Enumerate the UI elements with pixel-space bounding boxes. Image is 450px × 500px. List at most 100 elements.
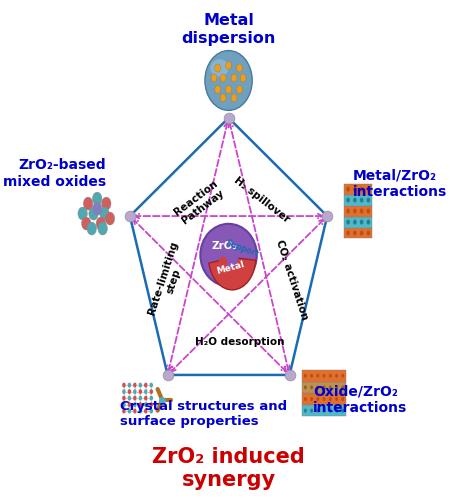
Text: Reaction
Pathway: Reaction Pathway [172, 178, 227, 227]
Circle shape [122, 389, 126, 394]
Circle shape [367, 220, 370, 224]
FancyBboxPatch shape [344, 206, 372, 216]
Circle shape [100, 207, 109, 220]
Circle shape [149, 402, 153, 407]
Circle shape [360, 230, 364, 235]
Circle shape [310, 397, 313, 401]
Circle shape [353, 186, 357, 192]
Circle shape [316, 374, 319, 378]
Text: H₂O desorption: H₂O desorption [195, 337, 284, 347]
Circle shape [342, 408, 344, 412]
Circle shape [346, 220, 350, 224]
Circle shape [138, 396, 142, 401]
Circle shape [81, 217, 91, 230]
Circle shape [122, 382, 126, 388]
Circle shape [360, 208, 364, 214]
Circle shape [316, 386, 319, 390]
Circle shape [138, 402, 142, 407]
Circle shape [122, 408, 126, 414]
Circle shape [237, 64, 243, 72]
Circle shape [102, 197, 111, 210]
Text: Metal/ZrO₂
interactions: Metal/ZrO₂ interactions [353, 168, 447, 198]
Circle shape [127, 408, 131, 414]
FancyBboxPatch shape [344, 228, 372, 238]
Circle shape [87, 222, 96, 235]
Circle shape [304, 374, 307, 378]
Point [158, 396, 166, 404]
Circle shape [335, 374, 338, 378]
Circle shape [323, 386, 325, 390]
Circle shape [127, 389, 131, 394]
FancyBboxPatch shape [344, 216, 372, 228]
Circle shape [149, 408, 153, 414]
Circle shape [138, 382, 142, 388]
Text: Rate-limiting
step: Rate-limiting step [146, 240, 191, 320]
Text: Support: Support [225, 239, 260, 259]
Circle shape [144, 408, 148, 414]
Point [286, 371, 293, 379]
Text: Metal: Metal [216, 260, 245, 276]
Circle shape [310, 408, 313, 412]
Circle shape [335, 408, 338, 412]
Circle shape [133, 396, 137, 401]
Circle shape [144, 402, 148, 407]
Circle shape [342, 386, 344, 390]
Circle shape [127, 382, 131, 388]
Circle shape [316, 408, 319, 412]
Circle shape [149, 382, 153, 388]
Text: H₂ spillover: H₂ spillover [232, 176, 291, 225]
Text: ZrO₂-based
mixed oxides: ZrO₂-based mixed oxides [3, 158, 106, 188]
Text: Crystal structures and
surface properties: Crystal structures and surface propertie… [120, 400, 288, 428]
Circle shape [92, 192, 102, 205]
Circle shape [220, 74, 226, 82]
Circle shape [367, 230, 370, 235]
Circle shape [353, 208, 357, 214]
Circle shape [346, 186, 350, 192]
Circle shape [231, 94, 237, 102]
Circle shape [215, 64, 220, 72]
Circle shape [231, 74, 237, 82]
Ellipse shape [210, 60, 229, 76]
Circle shape [323, 397, 325, 401]
Circle shape [122, 396, 126, 401]
Circle shape [144, 389, 148, 394]
Circle shape [240, 74, 246, 82]
Circle shape [211, 74, 217, 82]
Circle shape [316, 397, 319, 401]
Circle shape [360, 198, 364, 202]
Circle shape [225, 86, 231, 94]
Ellipse shape [205, 50, 252, 110]
Circle shape [127, 396, 131, 401]
FancyBboxPatch shape [302, 405, 346, 416]
Circle shape [78, 207, 87, 220]
Circle shape [215, 86, 220, 94]
Circle shape [304, 386, 307, 390]
FancyBboxPatch shape [302, 382, 346, 393]
Circle shape [138, 389, 142, 394]
Circle shape [220, 94, 226, 102]
Circle shape [96, 217, 106, 230]
Text: Metal
dispersion: Metal dispersion [181, 13, 276, 46]
Circle shape [127, 402, 131, 407]
FancyBboxPatch shape [302, 393, 346, 405]
Circle shape [218, 241, 239, 269]
Circle shape [367, 198, 370, 202]
Circle shape [367, 208, 370, 214]
Circle shape [353, 230, 357, 235]
FancyBboxPatch shape [344, 184, 372, 194]
Circle shape [219, 256, 227, 268]
Circle shape [98, 222, 108, 235]
Circle shape [329, 374, 332, 378]
Circle shape [335, 397, 338, 401]
Circle shape [225, 62, 231, 70]
Circle shape [133, 389, 137, 394]
Circle shape [310, 386, 313, 390]
Circle shape [149, 389, 153, 394]
Circle shape [83, 197, 93, 210]
Circle shape [237, 86, 243, 94]
Circle shape [346, 198, 350, 202]
Circle shape [360, 220, 364, 224]
Ellipse shape [200, 224, 257, 286]
Point [126, 212, 134, 220]
Circle shape [323, 408, 325, 412]
